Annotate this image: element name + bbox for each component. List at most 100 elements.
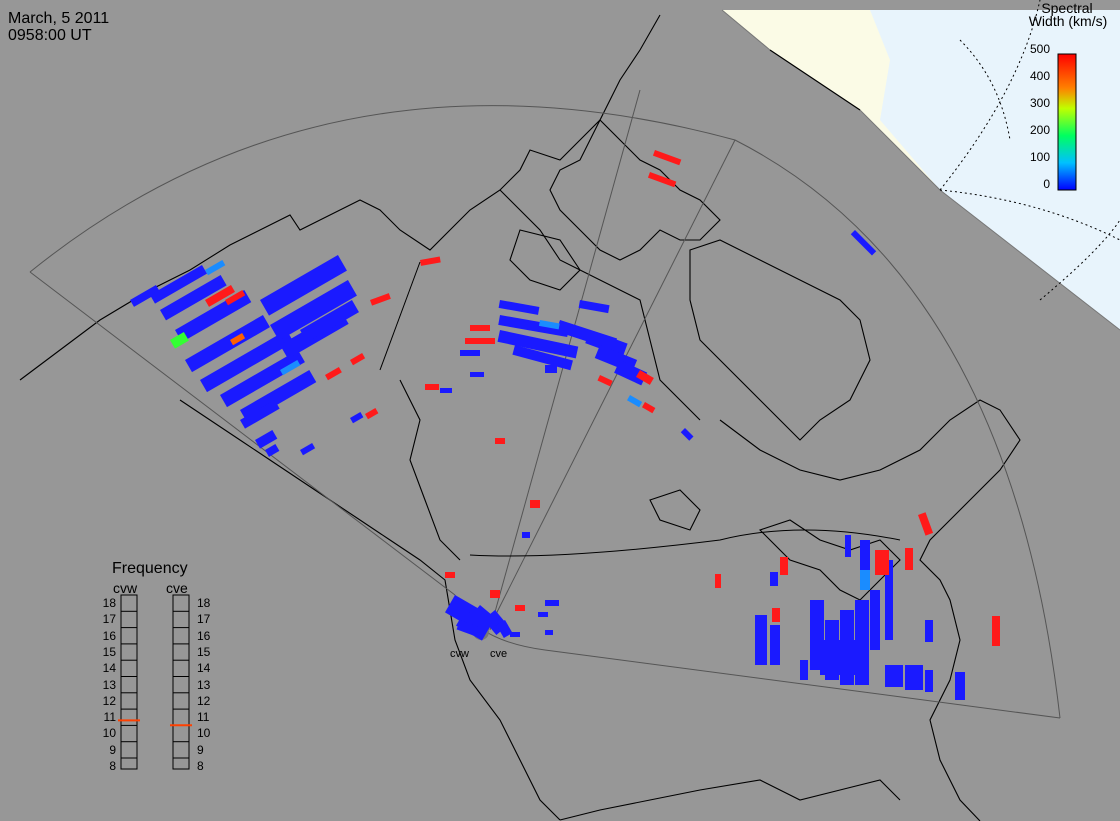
echo-cell (490, 590, 500, 598)
frequency-tick-label: 16 (197, 628, 211, 643)
echo-cell (280, 360, 301, 376)
site-label-cvw: cvw (450, 648, 469, 660)
frequency-box-cve (172, 594, 190, 770)
echo-cell (159, 275, 227, 321)
echo-cell (530, 500, 540, 508)
colorbar-tick: 200 (1029, 123, 1050, 137)
frequency-box-cvw (120, 594, 138, 770)
echo-cell (300, 443, 316, 456)
frequency-tick-label: 13 (102, 677, 116, 692)
echo-cell (350, 412, 364, 424)
echo-cell (510, 632, 520, 637)
echo-cell (225, 290, 246, 306)
echo-cell (184, 315, 270, 373)
frequency-tick-label: 18 (102, 596, 116, 610)
frequency-tick-label: 10 (102, 726, 116, 741)
echo-cell (324, 367, 342, 381)
echo-cell (578, 300, 610, 314)
echo-cell (515, 605, 525, 611)
frequency-tick-label: 15 (197, 644, 211, 659)
echo-cell (652, 150, 682, 166)
echo-cell (205, 260, 226, 276)
date-label: March, 5 2011 (8, 10, 110, 27)
echo-cell (419, 256, 441, 266)
echo-cell (925, 620, 933, 642)
echo-cell (885, 560, 893, 640)
echo-cell (498, 314, 569, 338)
echo-cell (470, 372, 484, 377)
echo-cell (614, 360, 648, 386)
echo-cell (150, 264, 207, 304)
frequency-tick-label: 14 (102, 661, 116, 676)
grid-line-dotted (939, 0, 1041, 191)
echo-cell (905, 665, 923, 690)
border-line (379, 261, 421, 371)
echo-cell (647, 172, 677, 188)
frequency-tick-label: 15 (102, 644, 116, 659)
echo-cell (370, 293, 391, 306)
echo-cell (200, 330, 294, 393)
frequency-tick-label: 12 (102, 693, 116, 708)
colorbar-tick: 300 (1029, 96, 1050, 110)
frequency-tick-label: 12 (197, 693, 211, 708)
colorbar-tick: 400 (1029, 69, 1050, 83)
frequency-tick-label: 9 (109, 742, 116, 757)
frequency-label-cve: cve (166, 580, 188, 596)
colorbar-tick: 100 (1029, 150, 1050, 164)
echo-cell (269, 280, 357, 341)
site-label-cve: cve (490, 648, 508, 660)
frequency-tick-label: 10 (197, 726, 211, 741)
echo-cell (170, 331, 189, 349)
echo-cell (265, 444, 280, 457)
colorbar-title: Spectral (1041, 0, 1093, 16)
echo-cell (350, 353, 366, 366)
echo-cell (538, 612, 548, 617)
echo-cell (496, 619, 513, 638)
echo-cell (512, 344, 573, 371)
frequency-tick-label: 11 (197, 710, 210, 725)
echo-cell (850, 230, 877, 256)
echo-cell (770, 572, 778, 586)
frequency-tick-label: 16 (102, 628, 116, 643)
echo-cell (175, 290, 252, 343)
echo-cells (130, 150, 1000, 700)
frequency-title: Frequency (112, 560, 188, 577)
frequency-tick-label: 11 (103, 710, 116, 725)
colorbar-units: Width (km/s) (1028, 13, 1108, 29)
echo-cell (642, 402, 656, 414)
echo-cell (445, 572, 455, 578)
echo-cell (772, 608, 780, 622)
frequency-tick-label: 18 (197, 596, 211, 610)
frequency-panel (118, 594, 192, 770)
echo-cell (680, 427, 694, 441)
echo-cell (229, 333, 246, 346)
sunlit-land-region (722, 10, 940, 190)
frequency-tick-label: 14 (197, 661, 211, 676)
echo-cell (918, 512, 934, 536)
echo-cell (522, 532, 530, 538)
echo-cell (875, 550, 889, 575)
grid-line-dotted (939, 189, 1120, 241)
echo-cell (255, 430, 278, 449)
grid-line-dotted (1039, 219, 1120, 301)
echo-cell (845, 535, 851, 557)
echo-cell (239, 400, 280, 429)
echo-cell (495, 438, 505, 444)
colorbar-tick: 0 (1043, 177, 1050, 191)
time-label: 0958:00 UT (8, 27, 92, 44)
echo-cell (770, 625, 780, 665)
echo-cell (460, 350, 480, 356)
echo-cell (925, 670, 933, 692)
echo-cell (780, 557, 788, 575)
frequency-tick-label: 9 (197, 742, 204, 757)
us-canada-border (469, 529, 901, 557)
echo-cell (585, 330, 628, 357)
echo-cell (870, 590, 880, 650)
colorbar (1057, 53, 1077, 191)
echo-cell (545, 365, 557, 373)
echo-cell (715, 574, 721, 588)
echo-cell (860, 570, 870, 590)
echo-cell (470, 325, 490, 331)
colorbar-scale (1057, 53, 1077, 191)
